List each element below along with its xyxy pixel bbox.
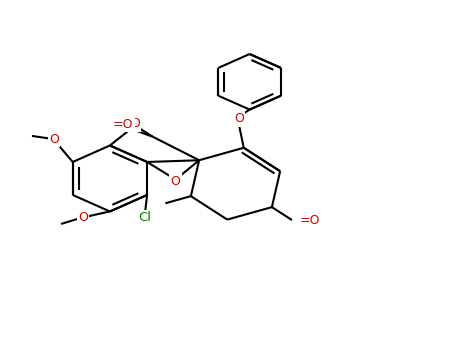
Text: =O: =O — [300, 214, 321, 226]
Text: O: O — [234, 112, 244, 125]
Text: O: O — [130, 117, 140, 130]
Text: Cl: Cl — [138, 211, 152, 224]
Text: O: O — [171, 175, 180, 188]
Text: O: O — [78, 211, 88, 224]
Text: =O: =O — [113, 118, 133, 131]
Text: O: O — [49, 133, 59, 146]
